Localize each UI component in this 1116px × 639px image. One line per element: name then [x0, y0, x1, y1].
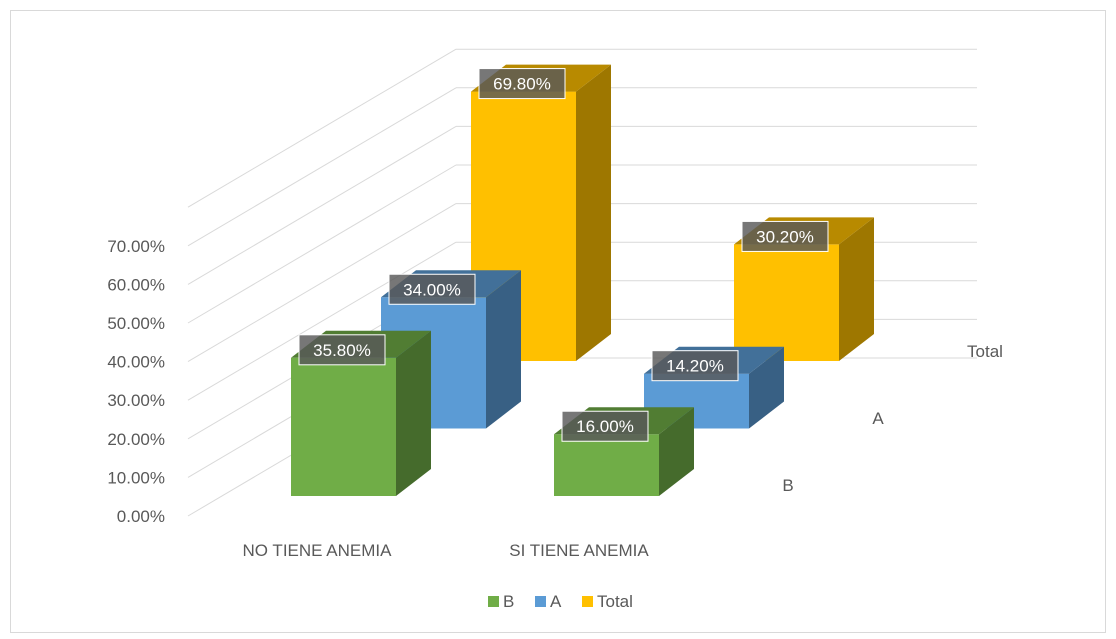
bar-side-b-1: [659, 407, 694, 496]
data-label-total-0: 69.80%: [493, 75, 551, 94]
data-label-a-0: 34.00%: [403, 280, 461, 299]
gridline-side: [187, 48, 457, 208]
y-tick-label: 30.00%: [107, 391, 165, 410]
legend-label-b: B: [503, 592, 514, 611]
bar-front-b-0: [291, 357, 396, 496]
bar-front-b-1: [554, 434, 659, 496]
gridline-side: [187, 203, 457, 363]
y-tick-label: 40.00%: [107, 353, 165, 372]
bar-side-total-1: [839, 217, 874, 361]
gridline-side: [187, 164, 457, 324]
gridline-side: [187, 87, 457, 247]
data-label-box: [298, 334, 386, 366]
data-label-box: [388, 273, 476, 305]
bar-front-total-1: [734, 244, 839, 361]
series-axis-label-a: A: [872, 409, 884, 428]
y-tick-label: 60.00%: [107, 275, 165, 294]
y-tick-label: 0.00%: [117, 507, 165, 526]
data-label-total-1: 30.20%: [756, 227, 814, 246]
y-tick-label: 10.00%: [107, 468, 165, 487]
category-label: NO TIENE ANEMIA: [243, 541, 393, 560]
data-label-b-0: 35.80%: [313, 341, 371, 360]
bar-side-a-0: [486, 270, 521, 429]
data-label-box: [561, 410, 649, 442]
legend-swatch-b: [488, 596, 499, 607]
data-label-a-1: 14.20%: [666, 357, 724, 376]
y-tick-label: 70.00%: [107, 237, 165, 256]
data-label-box: [741, 220, 829, 252]
chart-border: [10, 10, 1106, 633]
series-axis-label-b: B: [782, 476, 793, 495]
gridline-side: [187, 125, 457, 285]
y-tick-label: 50.00%: [107, 314, 165, 333]
legend-swatch-total: [582, 596, 593, 607]
legend-label-total: Total: [597, 592, 633, 611]
bar-side-a-1: [749, 346, 784, 429]
bar-side-b-0: [396, 330, 431, 496]
legend-swatch-a: [535, 596, 546, 607]
category-label: SI TIENE ANEMIA: [509, 541, 649, 560]
gridline-side: [187, 241, 457, 401]
legend-label-a: A: [550, 592, 562, 611]
data-label-b-1: 16.00%: [576, 417, 634, 436]
data-label-box: [651, 350, 739, 382]
data-label-box: [478, 68, 566, 100]
bar-side-total-0: [576, 64, 611, 362]
y-tick-label: 20.00%: [107, 430, 165, 449]
series-axis-label-total: Total: [967, 342, 1003, 361]
